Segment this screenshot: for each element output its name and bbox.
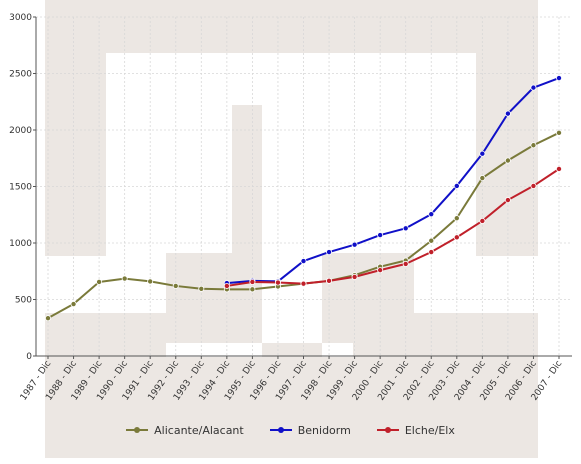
data-point bbox=[249, 286, 256, 293]
data-point bbox=[351, 273, 358, 280]
y-tick-label: 0 bbox=[26, 352, 32, 362]
data-point bbox=[428, 249, 435, 256]
data-point bbox=[45, 315, 52, 322]
data-point bbox=[300, 258, 307, 265]
data-point bbox=[402, 260, 409, 267]
data-point bbox=[556, 75, 563, 82]
series-line bbox=[226, 168, 560, 287]
y-tick-label: 1000 bbox=[9, 239, 32, 249]
data-point bbox=[249, 278, 256, 285]
data-point bbox=[428, 211, 435, 218]
series-line bbox=[226, 77, 560, 285]
y-tick-label: 2500 bbox=[9, 70, 32, 80]
y-axis-ticks: 0 500 1000 1500 2000 2500 3000 bbox=[9, 13, 36, 362]
data-point bbox=[147, 278, 154, 285]
data-point bbox=[121, 275, 128, 282]
data-point bbox=[96, 278, 103, 285]
data-point bbox=[377, 267, 384, 274]
data-point bbox=[504, 110, 511, 117]
y-tick-label: 1500 bbox=[9, 183, 32, 193]
data-point bbox=[377, 232, 384, 239]
data-point bbox=[504, 157, 511, 164]
legend-swatch bbox=[126, 427, 149, 433]
data-point bbox=[223, 282, 230, 289]
legend-label: Alicante/Alacant bbox=[154, 423, 244, 437]
legend-label: Elche/Elx bbox=[404, 423, 455, 437]
legend-item[interactable]: Benidorm bbox=[269, 423, 351, 437]
data-point bbox=[556, 165, 563, 172]
data-point bbox=[530, 84, 537, 91]
data-point bbox=[479, 150, 486, 157]
gridlines bbox=[36, 16, 572, 356]
data-point bbox=[453, 215, 460, 222]
data-point bbox=[453, 182, 460, 189]
data-point bbox=[172, 282, 179, 289]
data-point bbox=[326, 277, 333, 284]
data-point bbox=[198, 285, 205, 292]
data-point bbox=[479, 175, 486, 182]
data-point bbox=[402, 225, 409, 232]
data-point bbox=[351, 241, 358, 248]
legend-label: Benidorm bbox=[297, 423, 351, 437]
legend-swatch bbox=[376, 427, 399, 433]
y-tick-label: 3000 bbox=[9, 13, 32, 23]
data-point bbox=[479, 217, 486, 224]
data-point bbox=[274, 279, 281, 286]
y-tick-label: 2000 bbox=[9, 126, 32, 136]
legend: Alicante/Alacant Benidorm Elche/Elx bbox=[0, 420, 581, 440]
data-point bbox=[300, 280, 307, 287]
data-point bbox=[530, 182, 537, 189]
legend-item[interactable]: Alicante/Alacant bbox=[126, 424, 244, 437]
series-points bbox=[45, 75, 563, 322]
legend-item[interactable]: Elche/Elx bbox=[376, 423, 455, 437]
data-point bbox=[530, 142, 537, 149]
data-point bbox=[326, 249, 333, 256]
legend-swatch bbox=[269, 427, 292, 433]
data-point bbox=[453, 234, 460, 241]
data-point bbox=[504, 197, 511, 204]
data-point bbox=[556, 129, 563, 136]
data-point bbox=[70, 301, 77, 308]
y-tick-label: 500 bbox=[15, 296, 32, 306]
data-point bbox=[428, 237, 435, 244]
